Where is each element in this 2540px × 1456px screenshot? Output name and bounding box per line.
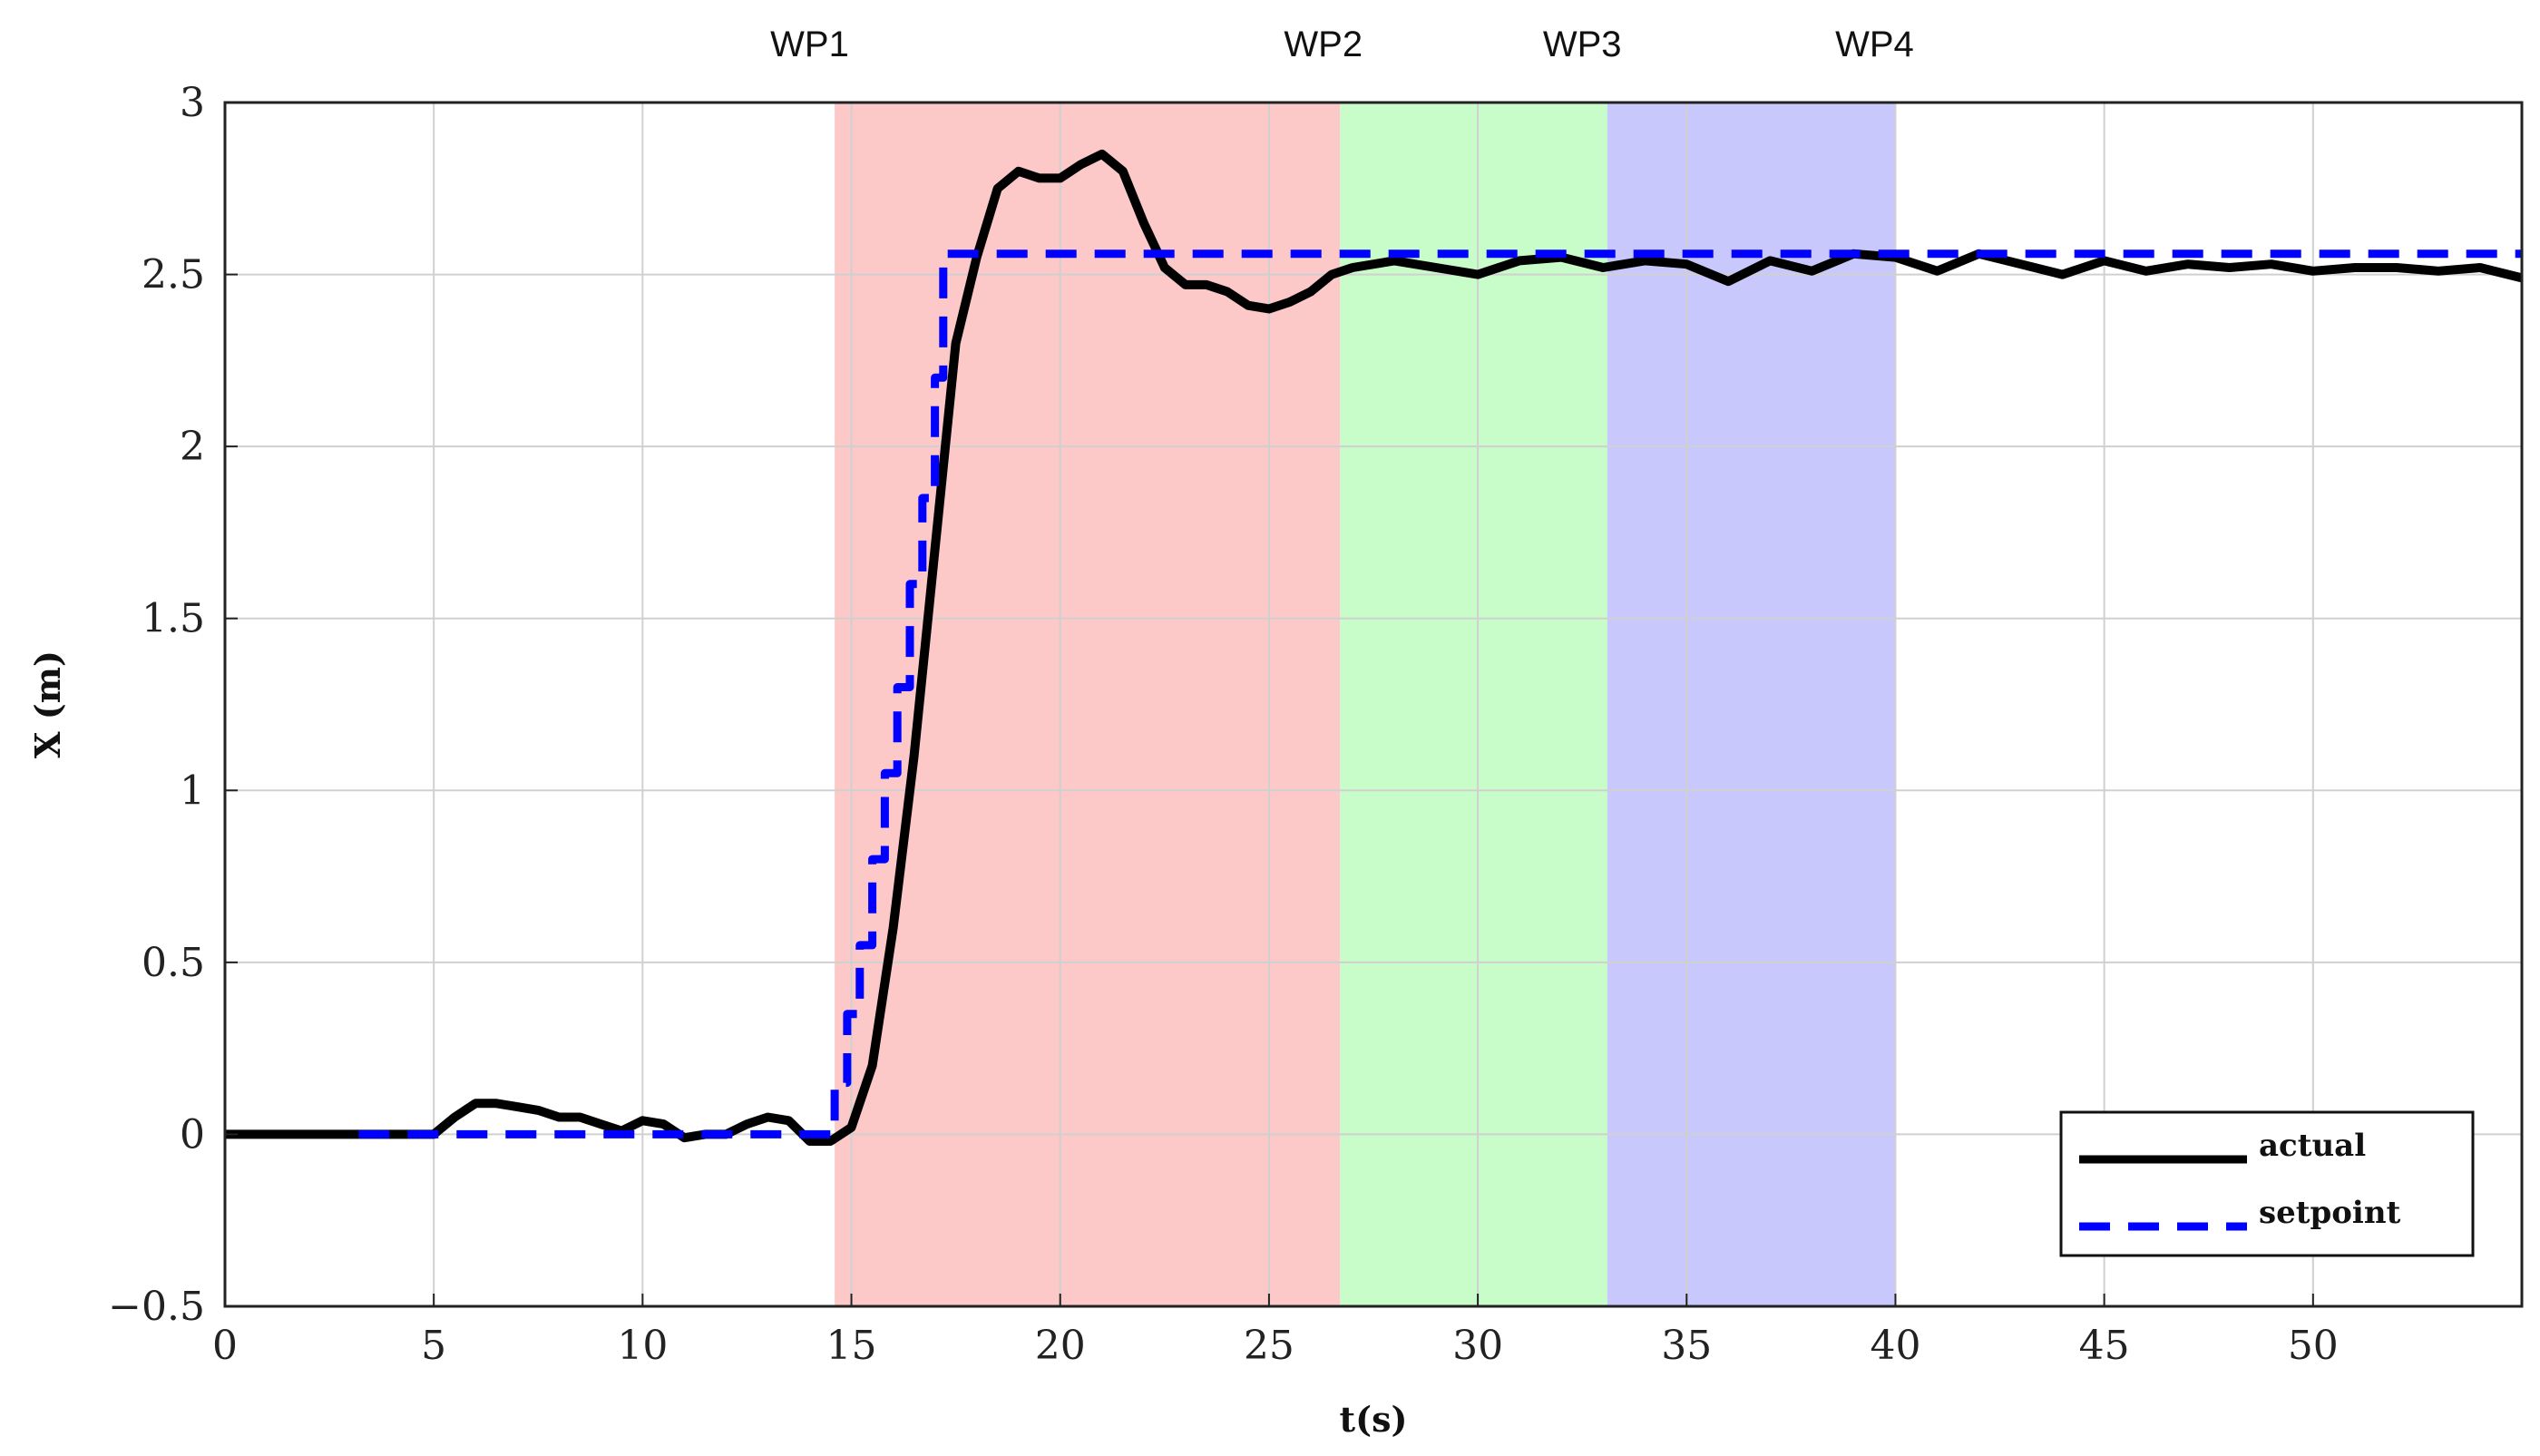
x-tick-label: 15 bbox=[826, 1323, 877, 1369]
region-wp1 bbox=[835, 103, 1341, 1306]
plot-frame bbox=[223, 101, 2524, 1308]
y-tick-label: 3 bbox=[180, 80, 205, 126]
region-wp3 bbox=[1607, 103, 1896, 1306]
waypoint-regions bbox=[835, 103, 1896, 1306]
x-tick-label: 0 bbox=[212, 1323, 238, 1369]
waypoint-label-wp4: WP4 bbox=[1835, 24, 1914, 64]
region-wp2 bbox=[1340, 103, 1607, 1306]
x-tick-label: 45 bbox=[2079, 1323, 2130, 1369]
x-tick-label: 25 bbox=[1244, 1323, 1294, 1369]
x-tick-label: 5 bbox=[421, 1323, 446, 1369]
data-series bbox=[225, 149, 2524, 1146]
x-tick-label: 50 bbox=[2288, 1323, 2339, 1369]
x-tick-label: 20 bbox=[1035, 1323, 1086, 1369]
legend-label-setpoint: setpoint bbox=[2259, 1195, 2401, 1231]
x-tick-label: 35 bbox=[1661, 1323, 1712, 1369]
x-tick-label: 40 bbox=[1870, 1323, 1920, 1369]
y-tick-label: 0.5 bbox=[142, 940, 205, 986]
legend-box bbox=[2059, 1110, 2475, 1257]
x-tick-label: 30 bbox=[1452, 1323, 1503, 1369]
x-axis-label: t(s) bbox=[1340, 1399, 1408, 1440]
y-axis-label: X (m) bbox=[27, 650, 68, 758]
y-tick-label: 2 bbox=[180, 424, 205, 470]
waypoint-labels: WP1 WP2 WP3 WP4 bbox=[770, 24, 1914, 64]
legend: actual setpoint bbox=[2059, 1110, 2475, 1257]
y-tick-label: 1 bbox=[180, 767, 205, 814]
y-tick-label: −0.5 bbox=[108, 1284, 205, 1330]
waypoint-label-wp1: WP1 bbox=[770, 24, 849, 64]
x-tick-label: 10 bbox=[617, 1323, 668, 1369]
legend-label-actual: actual bbox=[2259, 1128, 2366, 1164]
y-tick-label: 1.5 bbox=[142, 596, 205, 642]
series-line-setpoint bbox=[358, 249, 2522, 1138]
tick-labels: 0 5 10 15 20 25 30 35 40 45 50−0.500.511.522.53 bbox=[108, 80, 2339, 1369]
waypoint-label-wp3: WP3 bbox=[1543, 24, 1622, 64]
y-tick-label: 2.5 bbox=[142, 252, 205, 298]
waypoint-label-wp2: WP2 bbox=[1284, 24, 1363, 64]
y-tick-label: 0 bbox=[180, 1111, 205, 1158]
